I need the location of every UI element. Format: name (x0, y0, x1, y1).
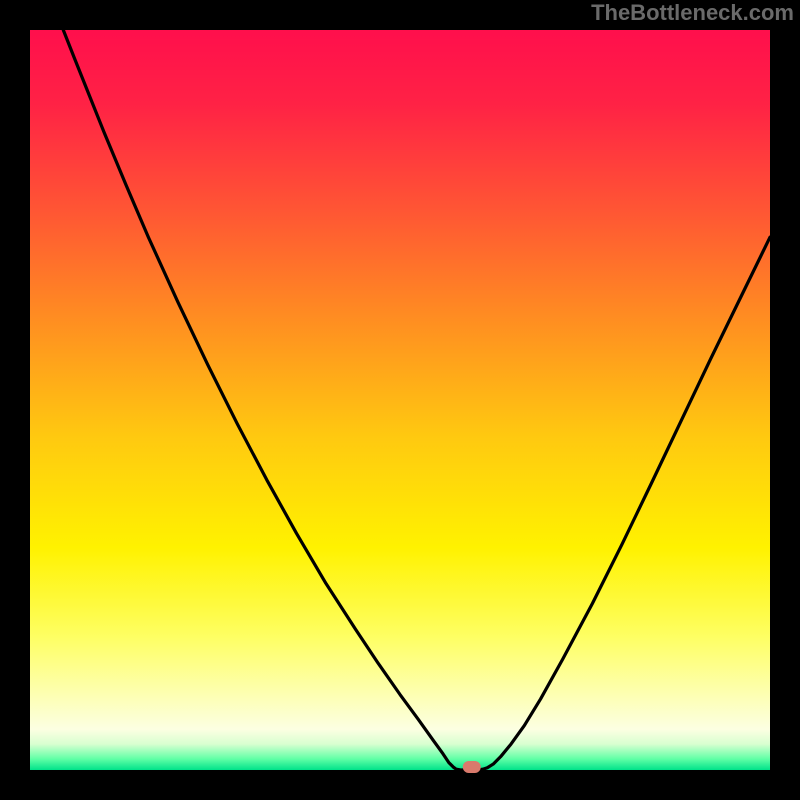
optimum-marker (463, 761, 481, 773)
plot-background (30, 30, 770, 770)
watermark-text: TheBottleneck.com (591, 0, 794, 26)
chart-container: TheBottleneck.com (0, 0, 800, 800)
chart-svg (0, 0, 800, 800)
